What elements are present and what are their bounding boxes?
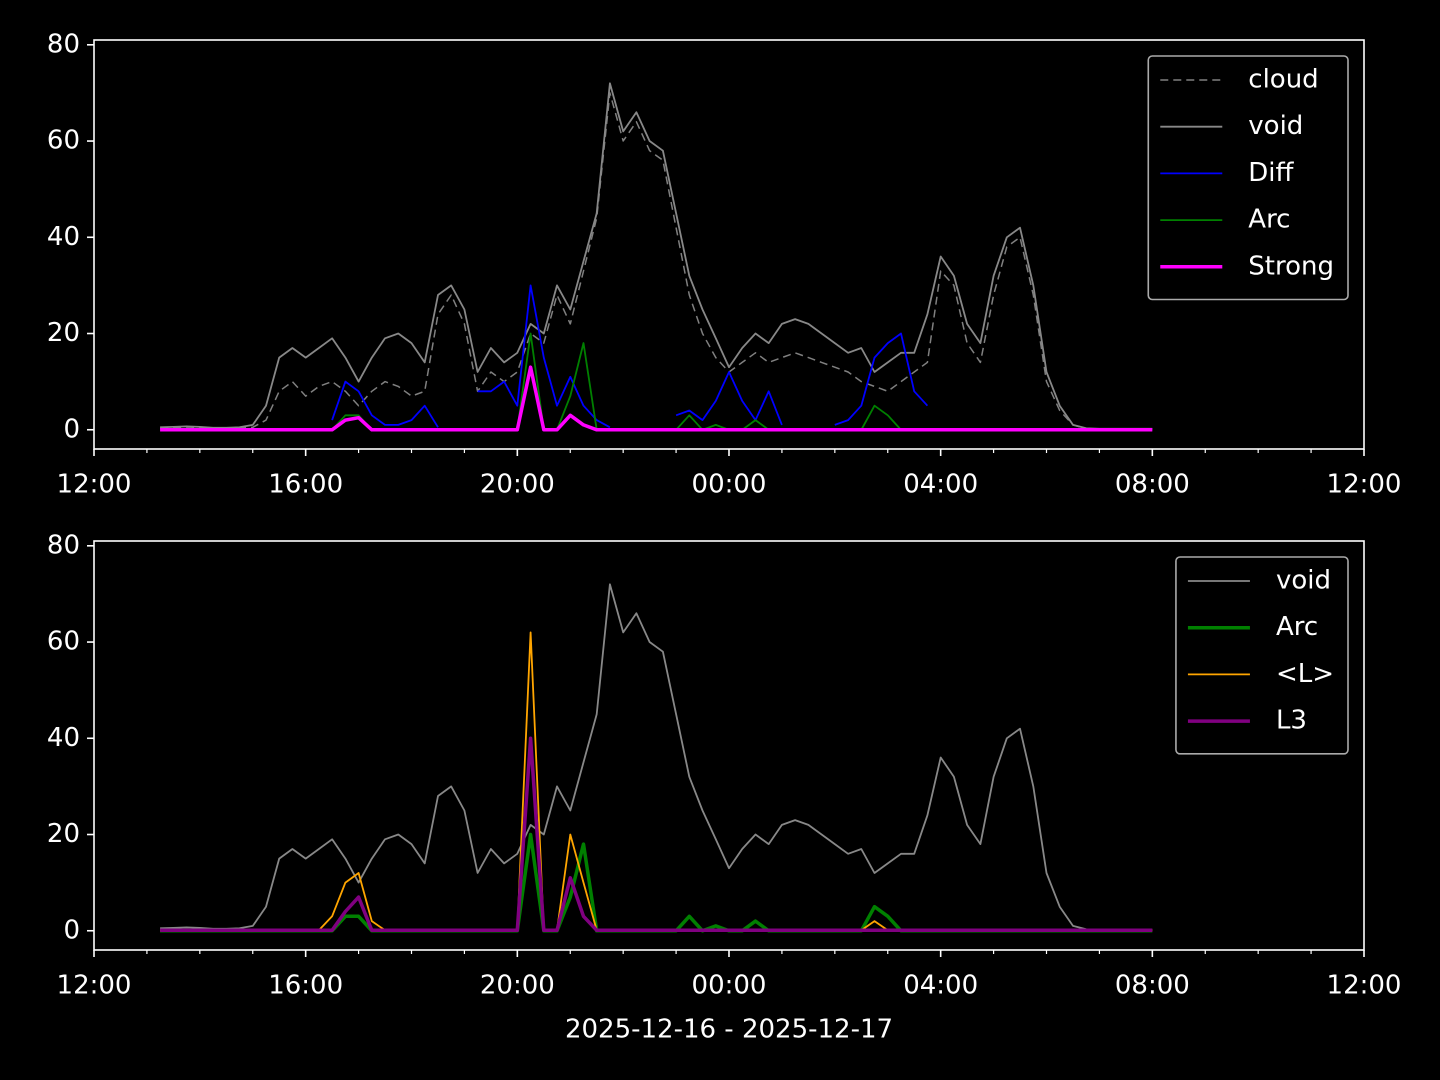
legend: cloud void Diff Arc Strong [1147, 55, 1349, 301]
series-line [160, 583, 1153, 931]
x-tick-label: 04:00 [903, 971, 978, 1001]
legend-label: L3 [1276, 706, 1307, 736]
legend-label: void [1276, 566, 1331, 596]
y-tick-label: 20 [47, 318, 80, 348]
x-tick-label: 20:00 [480, 971, 555, 1001]
y-tick-label: 80 [47, 530, 80, 560]
legend-label: Arc [1276, 612, 1318, 642]
x-tick-label: 16:00 [268, 971, 343, 1001]
y-tick-label: 0 [63, 915, 80, 945]
y-tick-label: 40 [47, 723, 80, 753]
series-line [160, 92, 1153, 431]
series-line [160, 365, 1153, 432]
x-tick-label: 20:00 [480, 470, 555, 500]
x-tick-label: 08:00 [1115, 470, 1190, 500]
plot-area [160, 583, 1153, 933]
y-tick-label: 80 [47, 29, 80, 59]
y-tick-label: 60 [47, 126, 80, 156]
x-tick-label: 00:00 [692, 470, 767, 500]
x-tick-label: 12:00 [57, 971, 132, 1001]
legend-box [1147, 55, 1349, 301]
legend-box [1175, 556, 1349, 755]
x-tick-label: 12:00 [1327, 971, 1402, 1001]
series-line [160, 736, 1153, 933]
x-tick-label: 16:00 [268, 470, 343, 500]
series-line [160, 82, 1153, 430]
x-tick-label: 12:00 [57, 470, 132, 500]
plot-area [160, 82, 1153, 432]
y-tick-label: 20 [47, 819, 80, 849]
y-tick-label: 60 [47, 627, 80, 657]
series-line [331, 284, 929, 429]
y-tick-label: 40 [47, 222, 80, 252]
legend-label: Strong [1248, 251, 1334, 281]
legend-label: void [1248, 111, 1303, 141]
y-tick-label: 0 [63, 414, 80, 444]
legend-label: Diff [1248, 158, 1294, 188]
x-tick-label: 00:00 [692, 971, 767, 1001]
x-axis-label: 2025-12-16 - 2025-12-17 [565, 1015, 893, 1045]
legend-label: cloud [1248, 65, 1318, 95]
x-tick-label: 04:00 [903, 470, 978, 500]
x-tick-label: 08:00 [1115, 971, 1190, 1001]
legend-label: <L> [1276, 659, 1334, 689]
x-tick-label: 12:00 [1327, 470, 1402, 500]
legend-label: Arc [1248, 205, 1290, 235]
legend: void Arc <L> L3 [1175, 556, 1349, 755]
